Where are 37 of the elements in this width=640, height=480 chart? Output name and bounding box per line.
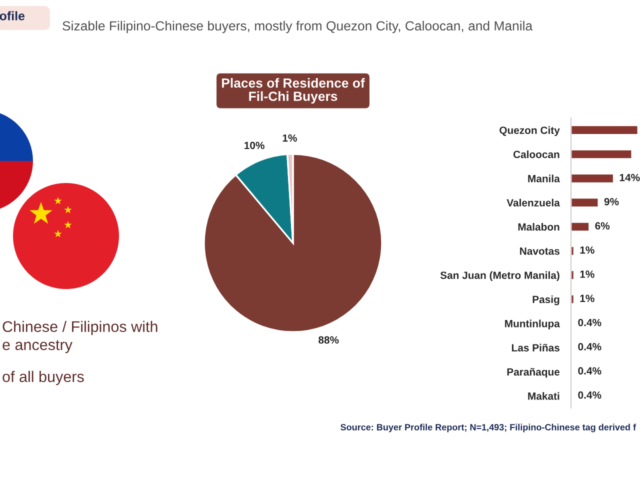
chart-title: Places of Residence of Fil-Chi Buyers bbox=[222, 78, 365, 104]
data-label: 0.4% bbox=[578, 391, 602, 399]
y-tick-label: Navotas bbox=[520, 248, 560, 255]
data-label: 1% bbox=[580, 294, 594, 302]
data-label: 1% bbox=[580, 246, 594, 254]
y-tick-label: Valenzuela bbox=[506, 198, 560, 206]
data-label: 88% bbox=[318, 336, 339, 344]
text: ofile bbox=[0, 11, 25, 20]
y-tick-label: Manila bbox=[528, 174, 560, 182]
data-label: 9% bbox=[604, 198, 619, 206]
pie-slice bbox=[203, 153, 383, 333]
data-label: 1% bbox=[282, 134, 297, 142]
data-label: 0.4% bbox=[578, 367, 602, 375]
y-tick-label: Muntinlupa bbox=[505, 320, 560, 330]
bar bbox=[571, 197, 600, 208]
source-note: Source: Buyer Profile Report; N=1,493; Filipino-Chinese tag derived f bbox=[340, 424, 636, 432]
text: Sizable Filipino-Chinese buyers, mostly from Quezon City, Caloocan, and Manila bbox=[62, 20, 533, 34]
bar bbox=[571, 124, 638, 136]
bar bbox=[571, 173, 614, 184]
data-label: 6% bbox=[595, 222, 610, 230]
data-label: 0.4% bbox=[578, 343, 602, 350]
y-tick-label: Pasig bbox=[532, 295, 560, 306]
y-tick-label: Malabon bbox=[518, 222, 560, 231]
text: of all buyers bbox=[2, 370, 84, 386]
y-tick-label: Caloocan bbox=[513, 150, 560, 158]
data-label: 0.4% bbox=[578, 318, 602, 326]
y-tick-label: Makati bbox=[528, 392, 560, 400]
y-tick-label: Parañaque bbox=[507, 368, 560, 378]
y-tick-label: Quezon City bbox=[500, 126, 560, 136]
data-label: 1% bbox=[580, 270, 594, 278]
data-label: 14% bbox=[620, 174, 640, 182]
y-tick-label: Las Piñas bbox=[512, 344, 560, 352]
y-tick-label: San Juan (Metro Manila) bbox=[440, 271, 560, 282]
bar bbox=[571, 148, 633, 160]
data-label: 10% bbox=[244, 142, 264, 150]
text: Chinese / Filipinos with e ancestry bbox=[2, 320, 158, 354]
bar bbox=[571, 221, 590, 232]
